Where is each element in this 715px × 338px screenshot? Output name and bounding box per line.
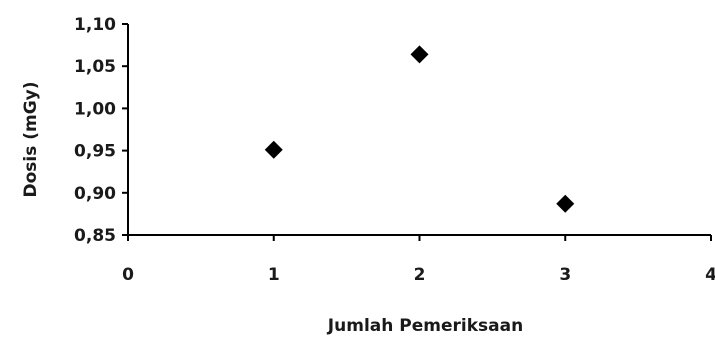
data-point-diamond — [410, 45, 429, 64]
y-tick-label: 0,85 — [74, 226, 116, 246]
data-point-diamond — [264, 140, 283, 159]
x-tick-label: 3 — [559, 265, 571, 285]
x-tick-label: 4 — [705, 265, 715, 285]
data-point-diamond — [556, 194, 575, 213]
y-tick-label: 1,05 — [74, 57, 116, 77]
data-points — [264, 45, 575, 213]
y-axis-title: Dosis (mGy) — [21, 81, 41, 197]
x-tick-label: 0 — [122, 265, 134, 285]
x-axis-ticks: 0 1 2 3 4 — [122, 235, 715, 285]
y-tick-label: 0,95 — [74, 142, 116, 162]
x-tick-label: 1 — [268, 265, 280, 285]
x-axis-title: Jumlah Pemeriksaan — [327, 316, 523, 336]
y-tick-label: 1,10 — [74, 15, 116, 35]
y-axis-ticks: 0,85 0,90 0,95 1,00 1,05 1,10 — [74, 15, 128, 246]
y-tick-label: 0,90 — [74, 184, 116, 204]
y-tick-label: 1,00 — [74, 99, 116, 119]
x-tick-label: 2 — [414, 265, 426, 285]
